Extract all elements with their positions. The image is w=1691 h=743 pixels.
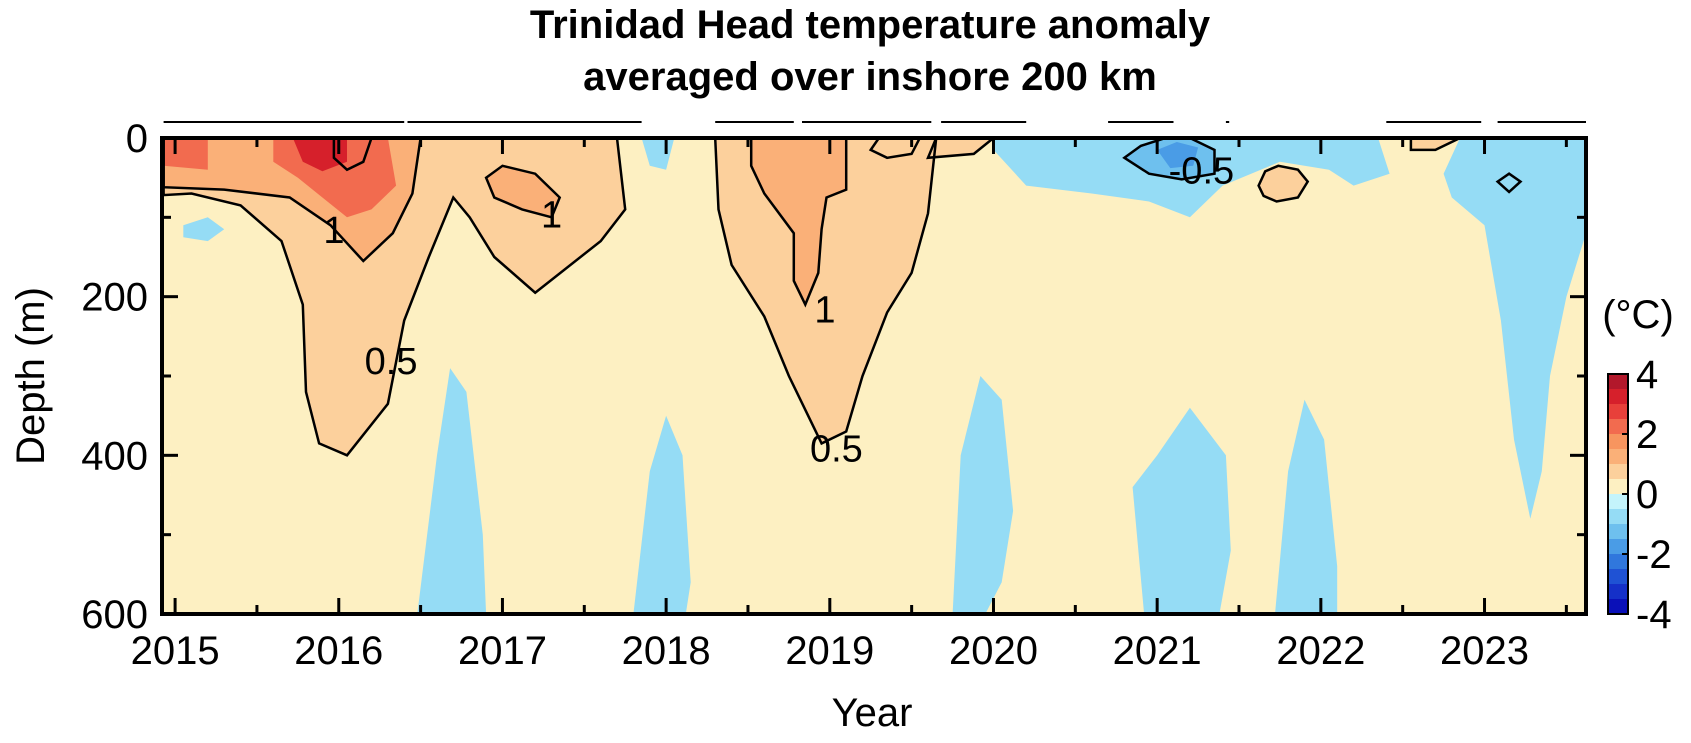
colorbar-swatch-9 (1608, 509, 1628, 524)
x-tick-label-2020: 2020 (949, 629, 1038, 673)
contour-line-3 (1257, 164, 1310, 203)
chart-title-line2: averaged over inshore 200 km (583, 55, 1157, 99)
contour-lines (162, 138, 1523, 457)
y-axis-ticks: 0 200 400 600 (81, 117, 1586, 637)
anomaly-region-13 (183, 217, 225, 242)
x-tick-label-2019: 2019 (785, 629, 874, 673)
anomaly-region-0 (163, 138, 626, 456)
x-tick-label-2021: 2021 (1113, 629, 1202, 673)
anomaly-region-19 (1275, 399, 1338, 614)
contour-label-2: 0.5 (365, 341, 418, 383)
anomaly-region-8 (163, 138, 208, 170)
contour-line-5 (162, 138, 422, 263)
colorbar-swatch-7 (1608, 479, 1628, 494)
contour-line-1 (713, 138, 938, 446)
contour-line-0 (162, 138, 627, 457)
colorbar-swatches (1608, 374, 1628, 614)
anomaly-region-6 (486, 165, 560, 218)
colorbar-swatch-2 (1608, 404, 1628, 419)
colorbar-tick-label-0: 0 (1636, 473, 1658, 517)
colorbar-swatch-12 (1608, 554, 1628, 569)
contour-line-6 (484, 164, 562, 219)
colorbar-tick-label-2: 2 (1636, 413, 1658, 457)
x-tick-label-2015: 2015 (131, 629, 220, 673)
chart-title-line1: Trinidad Head temperature anomaly (530, 3, 1211, 47)
plot-area: 1 10.510.5-0.5 2015 2016 2017 2018 2019 2020 20… (81, 117, 1588, 673)
colorbar-swatch-10 (1608, 524, 1628, 539)
colorbar-swatch-13 (1608, 569, 1628, 584)
y-tick-label-600: 600 (81, 593, 148, 637)
anomaly-region-4 (1410, 138, 1460, 150)
colorbar-swatch-15 (1608, 599, 1628, 614)
anomaly-region-12 (1443, 138, 1586, 519)
contour-label-3: 1 (814, 290, 835, 332)
colorbar-tick-label--4: -4 (1636, 593, 1672, 637)
x-tick-label-2016: 2016 (294, 629, 383, 673)
y-tick-label-0: 0 (126, 117, 148, 161)
y-axis-label: Depth (m) (9, 287, 53, 465)
anomaly-region-3 (1258, 165, 1308, 202)
colorbar-swatch-14 (1608, 584, 1628, 599)
y-tick-label-400: 400 (81, 434, 148, 478)
anomaly-region-21 (1157, 142, 1199, 169)
x-axis-ticks: 2015 2016 2017 2018 2019 2020 2021 2022 2023 (131, 138, 1568, 673)
x-tick-label-2017: 2017 (458, 629, 547, 673)
contour-label-4: 0.5 (810, 428, 863, 470)
colorbar-swatch-3 (1608, 419, 1628, 434)
contour-line-extra-0 (332, 138, 373, 172)
contour-line-extra-2 (1495, 172, 1523, 194)
anomaly-region-15 (417, 368, 487, 614)
contour-line-4 (1409, 138, 1461, 152)
colorbar-swatch-6 (1608, 464, 1628, 479)
contour-line-extra-1 (868, 138, 922, 160)
anomaly-region-1 (715, 138, 937, 444)
contour-line-20 (1122, 138, 1216, 181)
colorbar-tick-label-4: 4 (1636, 353, 1658, 397)
contour-line-2 (926, 138, 996, 160)
x-tick-label-2023: 2023 (1440, 629, 1529, 673)
contour-label-1: 1 (541, 194, 562, 236)
colorbar-swatch-4 (1608, 434, 1628, 449)
contour-label-0: 1 (323, 210, 344, 252)
x-tick-label-2018: 2018 (622, 629, 711, 673)
anomaly-region-16 (633, 415, 691, 614)
anomaly-region-2 (928, 138, 994, 158)
colorbar-swatch-8 (1608, 494, 1628, 509)
colorbar-tick-label--2: -2 (1636, 533, 1672, 577)
colorbar-swatch-11 (1608, 539, 1628, 554)
colorbar: (°C) 4 2 0 -2 -4 (1602, 293, 1674, 637)
colorbar-swatch-1 (1608, 389, 1628, 404)
contour-labels: 1 1 0.5 1 0.5 -0.5 (323, 151, 1234, 471)
colorbar-unit: (°C) (1602, 293, 1674, 337)
colorbar-swatch-5 (1608, 449, 1628, 464)
anomaly-region-7 (751, 138, 847, 305)
contour-label-5: -0.5 (1169, 151, 1234, 193)
anomaly-region-17 (952, 376, 1014, 614)
x-tick-label-2022: 2022 (1276, 629, 1365, 673)
colorbar-ticks: 4 2 0 -2 -4 (1622, 353, 1672, 637)
colorbar-swatch-0 (1608, 374, 1628, 389)
anomaly-region-18 (1132, 407, 1231, 614)
y-tick-label-200: 200 (81, 276, 148, 320)
x-axis-label: Year (832, 691, 913, 735)
contour-line-7 (749, 138, 848, 308)
